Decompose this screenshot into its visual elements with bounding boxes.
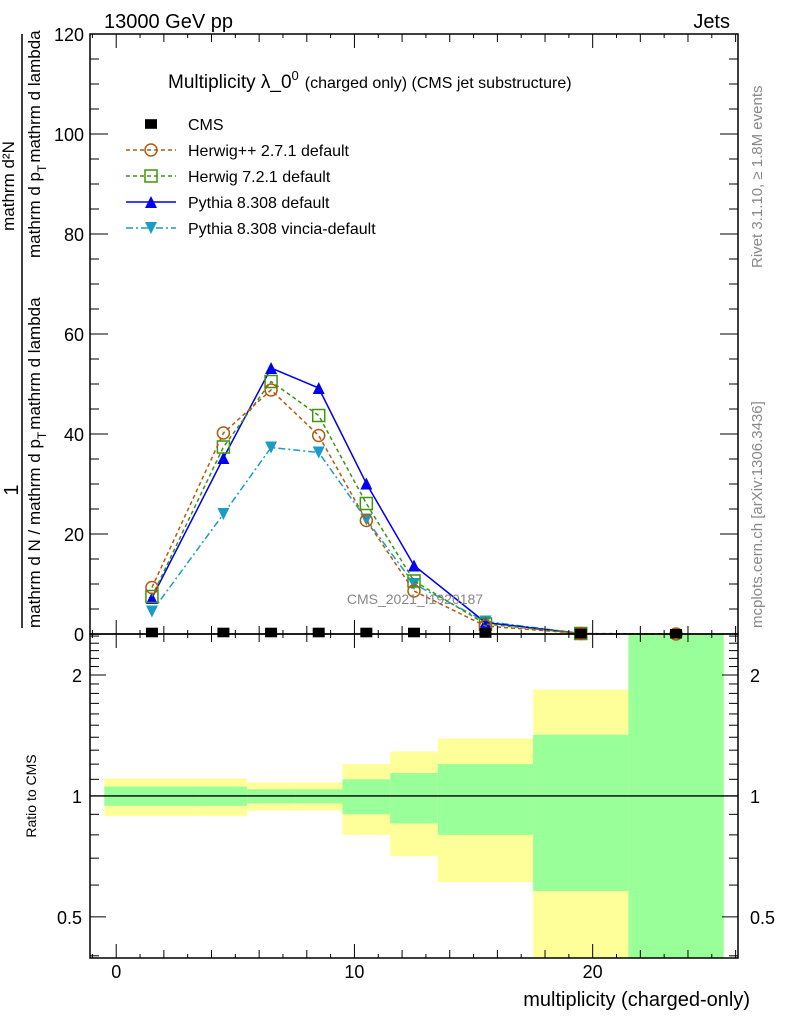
data-point — [408, 559, 420, 572]
mcplots-label: mcplots.cern.ch [arXiv:1306.3436] — [749, 401, 766, 628]
series-line — [151, 388, 677, 635]
ratio-y-tick-label: 0.5 — [57, 908, 82, 928]
ratio-band-inner — [342, 779, 391, 815]
ratio-y-tick-label-right: 1 — [750, 787, 760, 807]
data-point — [360, 477, 373, 490]
header-right: Jets — [693, 11, 730, 33]
ratio-y-tick-label-right: 2 — [750, 666, 760, 686]
ratio-band-inner — [533, 734, 629, 891]
legend-label: Pythia 8.308 vincia-default — [188, 221, 376, 238]
data-point — [145, 592, 158, 604]
legend-marker — [145, 196, 157, 208]
data-point — [408, 578, 420, 590]
legend: CMS Herwig++ 2.7.1 default Herwig 7.2.1 de… — [126, 117, 376, 238]
data-point — [312, 627, 325, 638]
data-point — [359, 513, 374, 528]
data-point — [145, 605, 158, 618]
ratio-band-inner — [437, 764, 534, 835]
plot-title: Multiplicity λ_00 (charged only) (CMS jet… — [168, 68, 572, 93]
ratio-y-label: Ratio to CMS — [23, 754, 39, 837]
legend-label: CMS — [188, 117, 224, 134]
data-point — [407, 584, 421, 598]
legend-marker — [144, 143, 158, 157]
header-left: 13000 GeV pp — [104, 11, 233, 33]
data-point — [312, 382, 325, 394]
data-point — [217, 508, 230, 520]
series-line — [151, 367, 581, 635]
data-point — [311, 428, 326, 443]
series-line — [151, 446, 581, 635]
x-tick-label: 0 — [111, 962, 121, 982]
ratio-band-inner — [390, 773, 438, 824]
legend-label: Pythia 8.308 default — [188, 195, 330, 212]
ratio-y-tick-label: 2 — [72, 666, 82, 686]
legend-marker — [145, 222, 157, 234]
data-point — [217, 452, 230, 464]
rivet-label: Rivet 3.1.10, ≥ 1.8M events — [749, 86, 766, 269]
ylabel-num1: 1 — [1, 484, 23, 495]
legend-marker — [145, 119, 157, 129]
ratio-bands — [90, 634, 738, 958]
data-point — [265, 362, 278, 374]
data-point — [217, 627, 230, 638]
ylabel-den2: mathrm d pTmathrm d lambda — [25, 30, 49, 258]
data-point — [311, 408, 326, 423]
legend-marker — [144, 169, 158, 183]
data-point — [265, 441, 278, 454]
ratio-y-tick-label: 1 — [72, 787, 82, 807]
ylabel-den1: mathrm d N / mathrm d pTmathrm d lambda — [25, 297, 49, 628]
title-suffix: (charged only) (CMS jet substructure) — [305, 75, 572, 92]
x-axis-label: multiplicity (charged-only) — [523, 989, 750, 1011]
y-axis-label: 1 mathrm d N / mathrm d pTmathrm d lambd… — [0, 30, 49, 628]
legend-label: Herwig 7.2.1 default — [188, 169, 331, 186]
title-sup: 0 — [292, 68, 299, 83]
ylabel-num2: mathrm d²N — [0, 141, 18, 231]
x-tick-label: 10 — [344, 962, 364, 982]
data-point — [312, 446, 325, 459]
y-tick-label: 0 — [74, 625, 84, 645]
x-tick-label: 20 — [583, 962, 603, 982]
y-tick-label: 100 — [54, 125, 84, 145]
data-point — [216, 426, 231, 440]
y-tick-label: 80 — [64, 225, 84, 245]
legend-label: Herwig++ 2.7.1 default — [188, 143, 350, 160]
watermark: CMS_2021_I1920187 — [347, 591, 483, 607]
data-point — [145, 627, 158, 638]
data-point — [479, 616, 492, 629]
y-tick-label: 20 — [64, 525, 84, 545]
data-point — [264, 383, 278, 397]
title-main: Multiplicity λ_0 — [168, 72, 292, 93]
main-plot-marks — [145, 362, 683, 641]
y-tick-label: 60 — [64, 325, 84, 345]
data-point — [145, 589, 159, 604]
data-point — [479, 628, 492, 638]
axes: 0 10 20 0 20 40 60 80 100 120 0.5 0.5 1 1 2 2 — [54, 25, 775, 982]
ratio-y-tick-label-right: 0.5 — [750, 908, 775, 928]
data-point — [359, 496, 374, 511]
data-point — [360, 627, 373, 638]
data-point — [145, 580, 159, 595]
y-tick-label: 40 — [64, 425, 84, 445]
data-point — [264, 374, 278, 389]
y-tick-label: 120 — [54, 25, 84, 45]
data-point — [408, 627, 420, 638]
data-point — [265, 627, 278, 638]
